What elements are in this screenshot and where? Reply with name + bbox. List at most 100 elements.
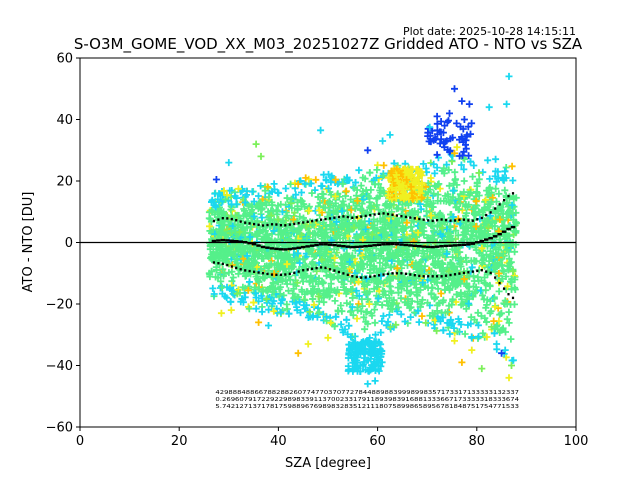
data-point	[297, 269, 305, 277]
data-point	[463, 280, 471, 288]
std-lower-marker	[400, 272, 403, 275]
data-point	[465, 287, 473, 295]
data-point	[250, 299, 258, 306]
data-point	[373, 227, 381, 235]
mean-marker	[385, 243, 391, 246]
data-point	[447, 316, 455, 324]
data-point	[462, 305, 470, 313]
data-point	[371, 180, 379, 188]
data-point	[288, 195, 295, 203]
data-point	[495, 190, 503, 198]
data-point	[486, 175, 494, 183]
data-point	[211, 211, 219, 218]
data-point	[375, 352, 383, 360]
data-point	[342, 187, 350, 195]
data-point	[325, 289, 333, 297]
std-upper-marker	[418, 217, 421, 221]
std-upper-marker	[230, 217, 233, 221]
data-point	[484, 230, 492, 238]
data-point	[233, 194, 240, 202]
data-point	[380, 288, 388, 295]
data-point	[216, 243, 224, 251]
data-point	[223, 249, 231, 257]
annotation-row: 5.74212713717817598896769898328351211180…	[215, 404, 519, 410]
data-point	[331, 322, 339, 330]
data-point	[314, 292, 322, 300]
data-point	[368, 237, 375, 245]
data-point	[301, 180, 309, 188]
data-point	[489, 194, 497, 202]
data-point	[462, 201, 470, 208]
data-point	[399, 280, 407, 288]
outlier-point	[294, 180, 302, 188]
data-point	[208, 198, 215, 206]
data-point	[377, 184, 385, 192]
data-point	[232, 233, 240, 241]
data-point	[462, 230, 470, 238]
data-point	[413, 195, 421, 203]
data-point	[465, 300, 473, 308]
data-point	[365, 217, 373, 225]
data-point	[451, 176, 459, 184]
data-point	[366, 288, 373, 296]
data-point	[401, 318, 409, 325]
data-point	[453, 119, 461, 127]
mean-marker	[318, 243, 324, 246]
data-point	[206, 222, 213, 230]
std-upper-marker	[467, 219, 470, 222]
data-point	[234, 270, 242, 278]
data-point	[228, 286, 236, 294]
data-point	[301, 203, 308, 210]
data-point	[333, 218, 340, 226]
outlier-point	[426, 123, 434, 131]
data-point	[366, 269, 374, 277]
std-lower-marker	[315, 266, 318, 270]
mean-marker	[296, 246, 301, 249]
std-upper-marker	[503, 199, 506, 202]
data-point	[392, 227, 400, 235]
data-point	[349, 183, 357, 191]
data-point	[245, 305, 253, 313]
std-upper-marker	[257, 223, 260, 226]
data-point	[387, 213, 395, 221]
mean-marker	[300, 245, 306, 249]
outlier-point	[255, 318, 263, 326]
data-point	[372, 331, 379, 339]
data-point	[482, 280, 490, 288]
data-point	[401, 199, 409, 207]
data-point	[390, 254, 397, 262]
data-point	[476, 208, 483, 216]
data-point	[325, 184, 332, 192]
data-point	[459, 152, 466, 159]
data-point	[205, 214, 213, 222]
std-lower-marker	[471, 270, 474, 273]
data-point	[387, 169, 395, 177]
data-point	[483, 318, 490, 326]
data-point	[214, 208, 222, 216]
data-point	[398, 285, 405, 293]
mean-marker	[497, 233, 502, 236]
data-point	[292, 191, 300, 199]
data-point	[278, 272, 286, 280]
std-upper-marker	[293, 222, 296, 226]
data-point	[379, 312, 387, 320]
mean-marker	[421, 245, 426, 248]
data-point	[502, 164, 510, 171]
data-point	[483, 301, 491, 309]
std-lower-marker	[436, 275, 439, 278]
data-point	[259, 273, 267, 281]
data-point	[341, 230, 349, 237]
data-point	[235, 212, 243, 220]
std-lower-marker	[369, 275, 372, 278]
mean-marker	[501, 230, 507, 233]
data-point	[472, 243, 479, 251]
data-point	[431, 258, 439, 266]
std-upper-marker	[266, 223, 269, 227]
data-point	[250, 212, 258, 220]
data-point	[377, 340, 385, 348]
std-lower-marker	[485, 270, 488, 273]
outlier-point	[227, 306, 235, 314]
data-point	[503, 246, 511, 254]
data-point	[416, 303, 424, 311]
data-point	[285, 310, 293, 318]
